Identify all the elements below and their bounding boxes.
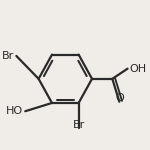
Text: O: O: [115, 93, 124, 103]
Text: OH: OH: [129, 64, 147, 74]
Text: HO: HO: [6, 106, 23, 116]
Text: Br: Br: [2, 51, 14, 61]
Text: Br: Br: [72, 120, 85, 130]
